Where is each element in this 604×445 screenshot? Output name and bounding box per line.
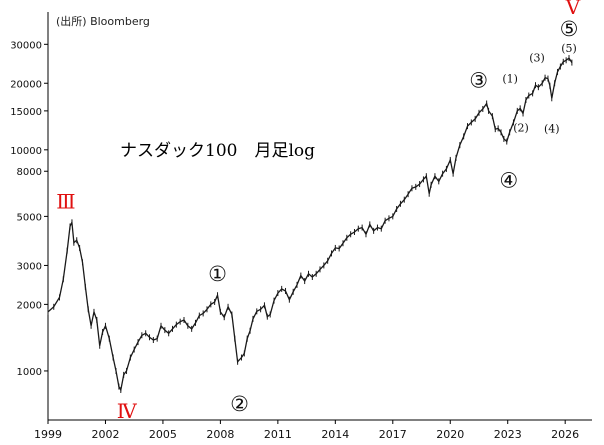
x-tick-label: 2014 xyxy=(321,428,349,441)
annotation-roman: Ⅳ xyxy=(117,399,138,423)
x-tick-label: 1999 xyxy=(34,428,62,441)
annotation-roman: Ⅴ xyxy=(565,0,581,19)
annotation-subwave: (1) xyxy=(502,72,518,85)
annotation-roman: Ⅲ xyxy=(56,189,75,213)
annotation-wave: ① xyxy=(208,262,227,286)
y-tick-label: 10000 xyxy=(10,146,42,157)
y-axis-ticks: 1000 2000 3000 5000 8000 10000 15000 20000 30000 xyxy=(10,40,48,378)
y-tick-label: 3000 xyxy=(17,261,42,272)
y-tick-label: 2000 xyxy=(17,300,42,311)
chart-title: ナスダック100 月足log xyxy=(120,141,315,161)
price-series xyxy=(47,55,573,394)
source-label: (出所) Bloomberg xyxy=(56,15,150,28)
x-axis-ticks: 1999 2002 2005 2008 2011 2014 2017 2020 2023 2026 xyxy=(34,420,579,441)
annotation-subwave: (3) xyxy=(529,52,545,65)
annotation-wave: ③ xyxy=(469,68,488,92)
y-tick-label: 8000 xyxy=(17,167,42,178)
y-tick-label: 1000 xyxy=(17,367,42,378)
x-tick-label: 2002 xyxy=(91,428,119,441)
x-tick-label: 2005 xyxy=(149,428,177,441)
y-tick-label: 30000 xyxy=(10,40,42,51)
x-tick-label: 2017 xyxy=(379,428,407,441)
annotation-subwave: (2) xyxy=(513,121,529,134)
x-tick-label: 2008 xyxy=(206,428,234,441)
x-tick-label: 2023 xyxy=(494,428,522,441)
wave-annotations: Ⅲ Ⅳ Ⅴ ① ② ③ ④ ⑤ (1) (2) (3) (4) (5) xyxy=(56,0,580,423)
y-tick-label: 15000 xyxy=(10,107,42,118)
x-tick-label: 2020 xyxy=(436,428,464,441)
annotation-subwave: (4) xyxy=(544,122,560,135)
y-tick-label: 5000 xyxy=(17,212,42,223)
annotation-subwave: (5) xyxy=(561,42,577,55)
annotation-wave: ④ xyxy=(499,169,518,193)
annotation-wave: ② xyxy=(230,392,249,416)
x-tick-label: 2026 xyxy=(551,428,579,441)
x-tick-label: 2011 xyxy=(264,428,292,441)
annotation-wave: ⑤ xyxy=(560,17,579,41)
series-line xyxy=(47,57,573,392)
y-tick-label: 20000 xyxy=(10,79,42,90)
